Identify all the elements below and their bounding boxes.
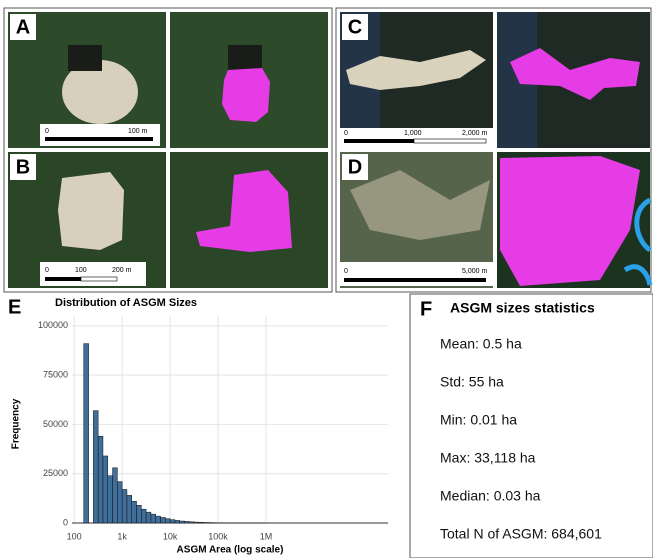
bar xyxy=(194,522,199,523)
stats-title: ASGM sizes statistics xyxy=(450,300,595,316)
bar xyxy=(141,509,146,523)
bar xyxy=(132,501,137,523)
panel-label: C xyxy=(348,16,362,38)
bar xyxy=(189,522,194,523)
panel-label: B xyxy=(16,156,30,178)
x-axis-label: ASGM Area (log scale) xyxy=(177,545,284,556)
y-tick-label: 75000 xyxy=(43,370,68,380)
y-tick-label: 25000 xyxy=(43,468,68,478)
scale-label: 100 m xyxy=(128,128,148,135)
stat-line: Min: 0.01 ha xyxy=(440,412,517,428)
x-tick-label: 100 xyxy=(67,531,82,541)
x-tick-label: 1M xyxy=(260,531,273,541)
x-tick-label: 100k xyxy=(208,531,228,541)
x-tick-label: 1k xyxy=(117,531,127,541)
chart-title: Distribution of ASGM Sizes xyxy=(55,297,197,309)
bar xyxy=(113,468,118,523)
panel-label: E xyxy=(8,296,21,318)
bar xyxy=(108,476,113,523)
stat-line: Mean: 0.5 ha xyxy=(440,336,522,352)
scale-label: 0 xyxy=(45,267,49,274)
bar xyxy=(122,489,127,523)
stat-line: Median: 0.03 ha xyxy=(440,488,541,504)
figure: 0 100 m A 0 100 200 m B 0 1,000 2,000 m … xyxy=(0,0,653,558)
bar xyxy=(184,521,189,523)
bar xyxy=(146,512,151,523)
bar xyxy=(165,519,170,523)
stat-line: Std: 55 ha xyxy=(440,374,504,390)
scale-label: 0 xyxy=(344,130,348,137)
y-tick-label: 100000 xyxy=(38,320,68,330)
bar xyxy=(98,436,103,523)
y-tick-label: 0 xyxy=(63,517,68,527)
bar xyxy=(93,411,98,523)
x-tick-label: 10k xyxy=(163,531,178,541)
bar xyxy=(161,517,166,523)
panel-label: A xyxy=(16,16,30,38)
scale-label: 0 xyxy=(45,128,49,135)
bar xyxy=(175,520,180,523)
bar xyxy=(156,516,161,523)
y-tick-label: 50000 xyxy=(43,419,68,429)
bar xyxy=(117,482,122,523)
panel-label: F xyxy=(420,298,432,320)
stat-line: Total N of ASGM: 684,601 xyxy=(440,526,602,542)
bar xyxy=(127,495,132,523)
scale-label: 100 xyxy=(75,267,87,274)
scale-label: 1,000 xyxy=(404,130,422,137)
y-axis-label: Frequency xyxy=(11,398,22,449)
bar xyxy=(84,344,89,523)
scale-label: 2,000 m xyxy=(462,130,487,137)
bar xyxy=(151,514,156,523)
bar xyxy=(137,505,142,523)
scale-label: 200 m xyxy=(112,267,132,274)
bar xyxy=(180,521,185,523)
bar xyxy=(103,456,108,523)
bar xyxy=(199,522,204,523)
bar xyxy=(170,520,175,523)
scale-label: 0 xyxy=(344,268,348,275)
stat-line: Max: 33,118 ha xyxy=(440,450,536,466)
scale-label: 5,000 m xyxy=(462,268,487,275)
panel-label: D xyxy=(348,156,362,178)
